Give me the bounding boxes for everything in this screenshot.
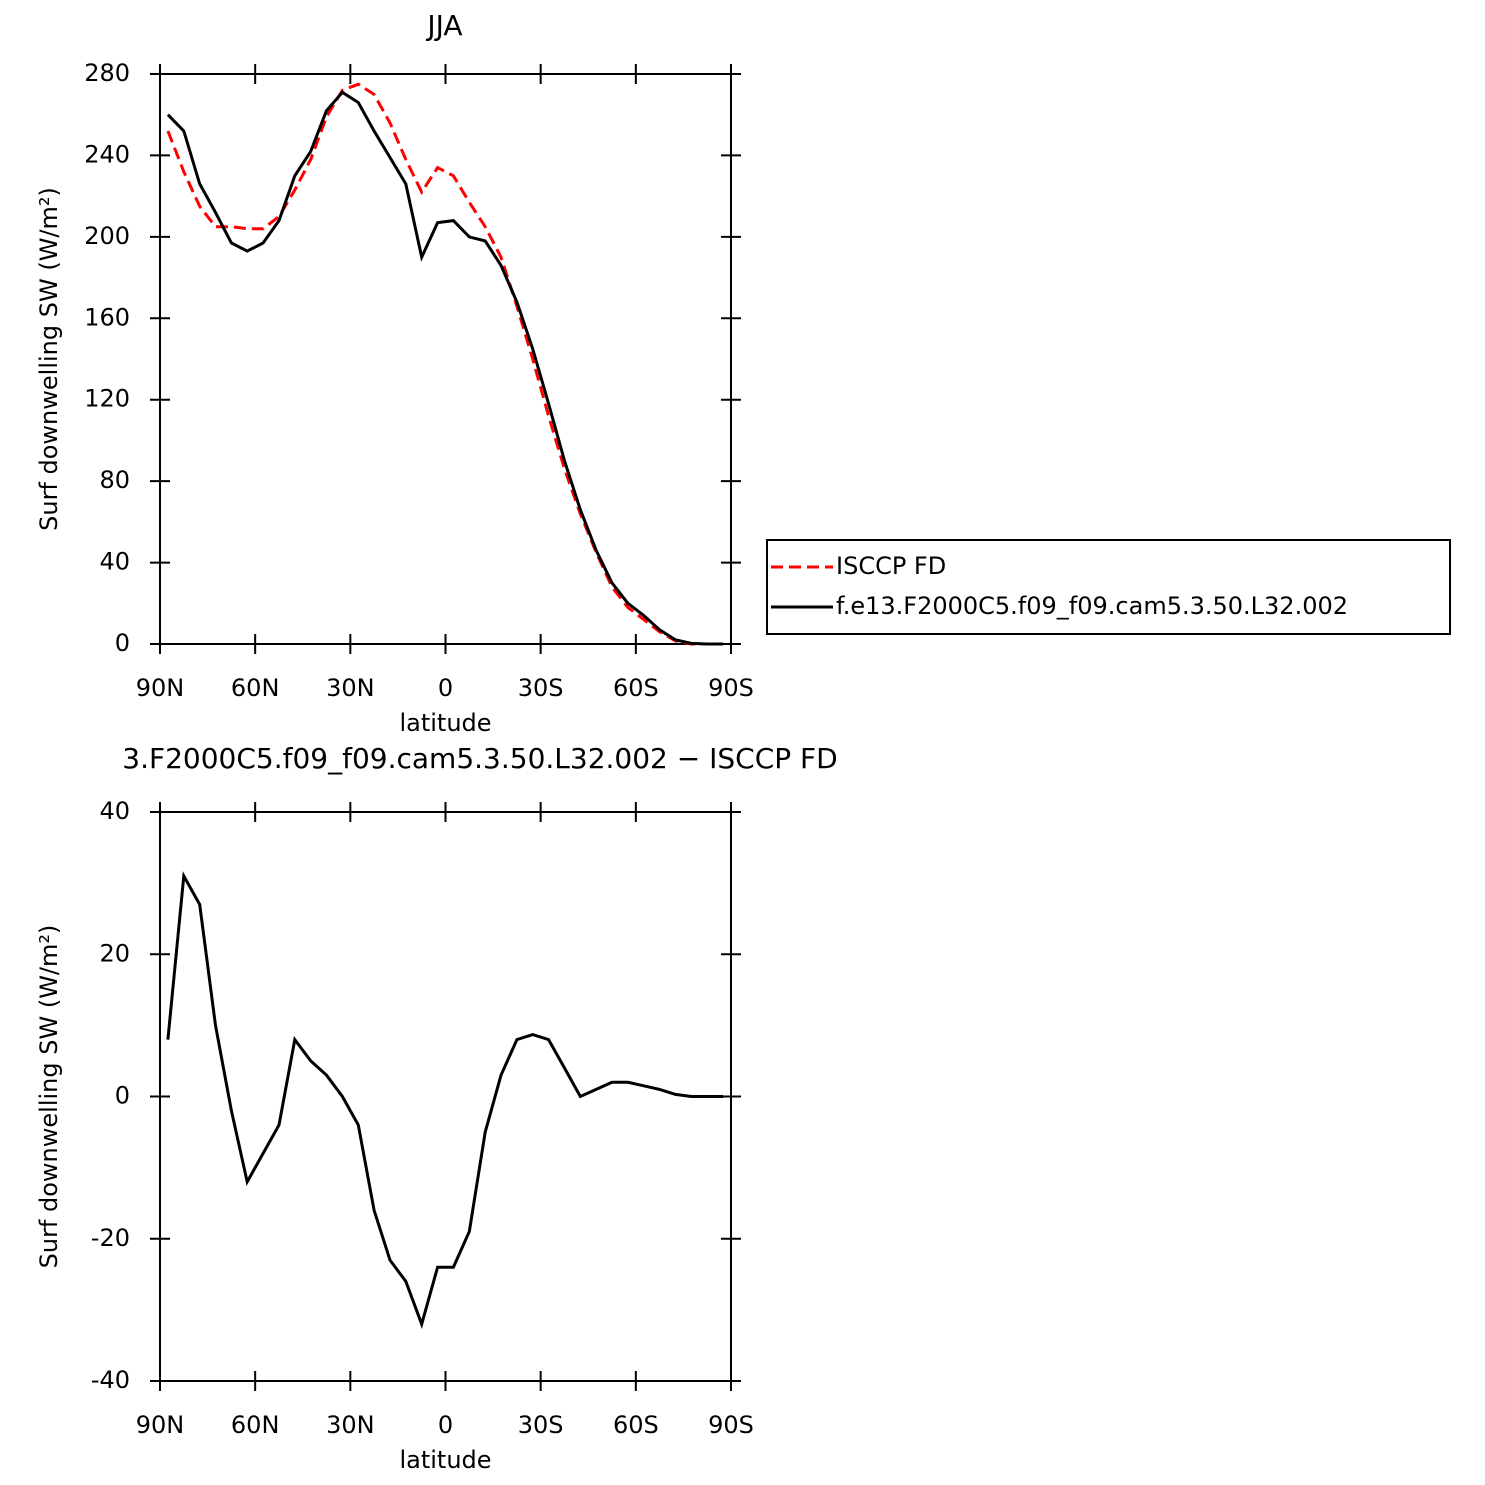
y-tick-label: 40 xyxy=(99,797,130,825)
x-tick-label: 0 xyxy=(438,674,453,702)
x-tick-label: 0 xyxy=(438,1411,453,1439)
data-line xyxy=(166,871,724,1329)
y-axis-label: Surf downwelling SW (W/m²) xyxy=(35,925,63,1269)
y-tick-label: 40 xyxy=(99,548,130,576)
legend-label: ISCCP FD xyxy=(836,552,946,580)
y-tick-label: 120 xyxy=(84,385,130,413)
x-tick-label: 90S xyxy=(708,674,754,702)
plot-frame xyxy=(159,73,732,645)
y-tick-label: 0 xyxy=(115,1082,130,1110)
legend-label: f.e13.F2000C5.f09_f09.cam5.3.50.L32.002 xyxy=(836,592,1348,620)
x-tick-label: 30N xyxy=(326,674,375,702)
y-tick-label: 20 xyxy=(99,939,130,967)
y-tick-label: 280 xyxy=(84,59,130,87)
x-tick-label: 60S xyxy=(613,674,659,702)
y-tick-label: -40 xyxy=(91,1366,130,1394)
x-tick-label: 60N xyxy=(231,674,280,702)
x-axis-label: latitude xyxy=(399,1446,491,1474)
chart-title: JJA xyxy=(425,9,462,42)
x-tick-label: 90S xyxy=(708,1411,754,1439)
plot-frame xyxy=(159,811,732,1382)
chart-title: 3.F2000C5.f09_f09.cam5.3.50.L32.002 − IS… xyxy=(122,742,837,775)
y-tick-label: 80 xyxy=(99,466,130,494)
x-tick-label: 90N xyxy=(136,674,185,702)
y-tick-label: -20 xyxy=(91,1224,130,1252)
x-axis-label: latitude xyxy=(399,709,491,737)
data-line xyxy=(166,82,724,646)
x-tick-label: 30S xyxy=(518,674,564,702)
y-tick-label: 200 xyxy=(84,222,130,250)
x-tick-label: 60N xyxy=(231,1411,280,1439)
x-tick-label: 30N xyxy=(326,1411,375,1439)
x-tick-label: 30S xyxy=(518,1411,564,1439)
y-axis-label: Surf downwelling SW (W/m²) xyxy=(35,187,63,531)
data-line xyxy=(166,90,724,646)
y-tick-label: 0 xyxy=(115,629,130,657)
x-tick-label: 90N xyxy=(136,1411,185,1439)
y-tick-label: 160 xyxy=(84,303,130,331)
legend-box xyxy=(766,539,1451,635)
y-tick-label: 240 xyxy=(84,140,130,168)
x-tick-label: 60S xyxy=(613,1411,659,1439)
